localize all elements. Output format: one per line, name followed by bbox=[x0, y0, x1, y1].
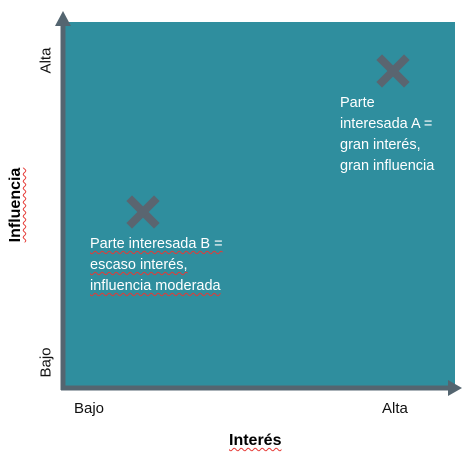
stakeholder-b-line: escaso interés, bbox=[90, 257, 188, 273]
cross-mark-icon bbox=[126, 195, 160, 229]
stakeholder-a-line: Parte bbox=[340, 95, 375, 111]
y-axis-title: Influencia bbox=[7, 167, 24, 243]
stakeholder-a-line: gran influencia bbox=[340, 158, 435, 174]
y-axis-high-label: Alta bbox=[37, 47, 55, 74]
stakeholder-a-line: gran interés, bbox=[340, 137, 421, 153]
y-axis-low-label: Bajo bbox=[37, 347, 55, 378]
stakeholder-b-line: Parte interesada B = bbox=[90, 236, 223, 252]
x-axis-arrow-icon bbox=[448, 380, 462, 396]
x-axis-title: Interés bbox=[229, 432, 282, 449]
y-axis-arrow-icon bbox=[55, 11, 71, 26]
cross-mark-icon bbox=[376, 54, 410, 88]
stakeholder-b-label: Parte interesada B = escaso interés, inf… bbox=[90, 234, 223, 297]
stakeholder-a-line: interesada A = bbox=[340, 116, 433, 132]
stakeholder-a-label: Parte interesada A = gran interés, gran … bbox=[340, 93, 434, 177]
x-axis-high-label: Alta bbox=[382, 400, 408, 417]
grid-background bbox=[63, 22, 455, 388]
x-axis-low-label: Bajo bbox=[74, 400, 105, 417]
stakeholder-b-line: influencia moderada bbox=[90, 278, 221, 294]
